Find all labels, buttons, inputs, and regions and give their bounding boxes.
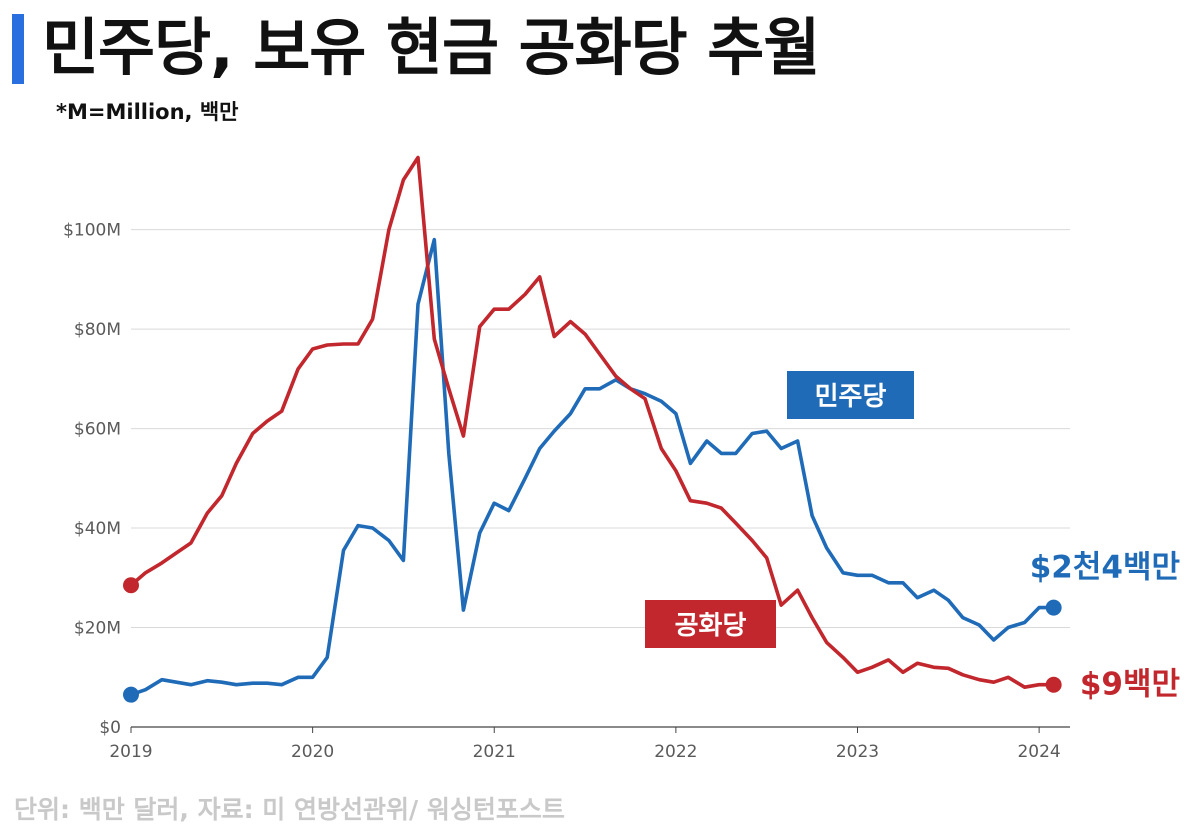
republican-end-value-label: $9백만 [1080, 667, 1180, 703]
y-tick-label-5: $100M [63, 221, 121, 241]
y-tick-label-0: $0 [99, 718, 121, 738]
republican-series-tag-box [645, 600, 776, 648]
republican-series-tag: 공화당 [675, 611, 747, 641]
democrat-end-value-label: $2천4백만 [1030, 550, 1180, 586]
x-tick-label-2: 2021 [473, 742, 516, 762]
y-axis: $0 $20M $40M $60M $80M $100M [63, 221, 121, 738]
democrat-line [129, 237, 1056, 697]
democrat-series-tag: 민주당 [815, 382, 887, 412]
democrat-series-tag-box [787, 371, 914, 419]
y-tick-label-3: $60M [74, 420, 121, 440]
page-title: 민주당, 보유 현금 공화당 추월 [42, 11, 820, 84]
title-accent-bar [12, 14, 24, 84]
x-tick-label-4: 2023 [836, 742, 879, 762]
x-axis: 2019 2020 2021 2022 2023 2024 [109, 727, 1061, 762]
republican-line [129, 155, 1056, 690]
unit-note: *M=Million, 백만 [56, 100, 239, 124]
x-tick-label-5: 2024 [1017, 742, 1060, 762]
x-tick-label-3: 2022 [654, 742, 697, 762]
republican-end-point [1045, 676, 1062, 693]
y-tick-label-1: $20M [74, 619, 121, 639]
source-note: 단위: 백만 달러, 자료: 미 연방선관위/ 워싱턴포스트 [14, 795, 565, 824]
democrat-end-point [1045, 599, 1062, 616]
x-tick-label-1: 2020 [291, 742, 334, 762]
democrat-start-point [123, 686, 139, 703]
republican-start-point [123, 577, 139, 594]
y-tick-label-4: $80M [74, 320, 121, 340]
series [123, 155, 1062, 703]
grid [131, 229, 1070, 728]
x-tick-label-0: 2019 [109, 742, 152, 762]
y-tick-label-2: $40M [74, 519, 121, 539]
